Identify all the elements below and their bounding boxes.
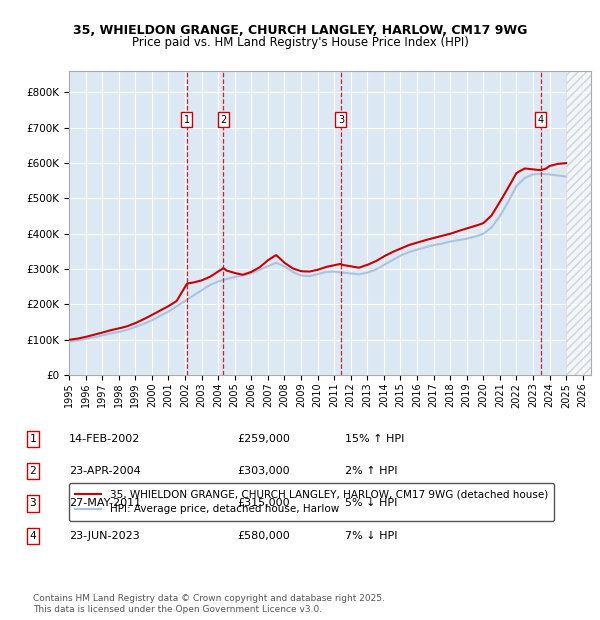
- Text: 15% ↑ HPI: 15% ↑ HPI: [345, 434, 404, 444]
- Text: 2: 2: [220, 115, 226, 125]
- Text: 3: 3: [338, 115, 344, 125]
- Text: 35, WHIELDON GRANGE, CHURCH LANGLEY, HARLOW, CM17 9WG: 35, WHIELDON GRANGE, CHURCH LANGLEY, HAR…: [73, 24, 527, 37]
- Text: 1: 1: [29, 434, 37, 444]
- Text: 4: 4: [538, 115, 544, 125]
- Text: £259,000: £259,000: [237, 434, 290, 444]
- Text: £303,000: £303,000: [237, 466, 290, 476]
- Text: Price paid vs. HM Land Registry's House Price Index (HPI): Price paid vs. HM Land Registry's House …: [131, 36, 469, 49]
- Text: £580,000: £580,000: [237, 531, 290, 541]
- Text: £315,000: £315,000: [237, 498, 290, 508]
- Text: 2% ↑ HPI: 2% ↑ HPI: [345, 466, 398, 476]
- Text: 23-JUN-2023: 23-JUN-2023: [69, 531, 140, 541]
- Text: 5% ↓ HPI: 5% ↓ HPI: [345, 498, 397, 508]
- Text: Contains HM Land Registry data © Crown copyright and database right 2025.
This d: Contains HM Land Registry data © Crown c…: [33, 595, 385, 614]
- Text: 14-FEB-2002: 14-FEB-2002: [69, 434, 140, 444]
- Text: 27-MAY-2011: 27-MAY-2011: [69, 498, 141, 508]
- Text: 3: 3: [29, 498, 37, 508]
- Text: 1: 1: [184, 115, 190, 125]
- Text: 4: 4: [29, 531, 37, 541]
- Text: 7% ↓ HPI: 7% ↓ HPI: [345, 531, 398, 541]
- Text: 23-APR-2004: 23-APR-2004: [69, 466, 141, 476]
- Legend: 35, WHIELDON GRANGE, CHURCH LANGLEY, HARLOW, CM17 9WG (detached house), HPI: Ave: 35, WHIELDON GRANGE, CHURCH LANGLEY, HAR…: [69, 483, 554, 521]
- Text: 2: 2: [29, 466, 37, 476]
